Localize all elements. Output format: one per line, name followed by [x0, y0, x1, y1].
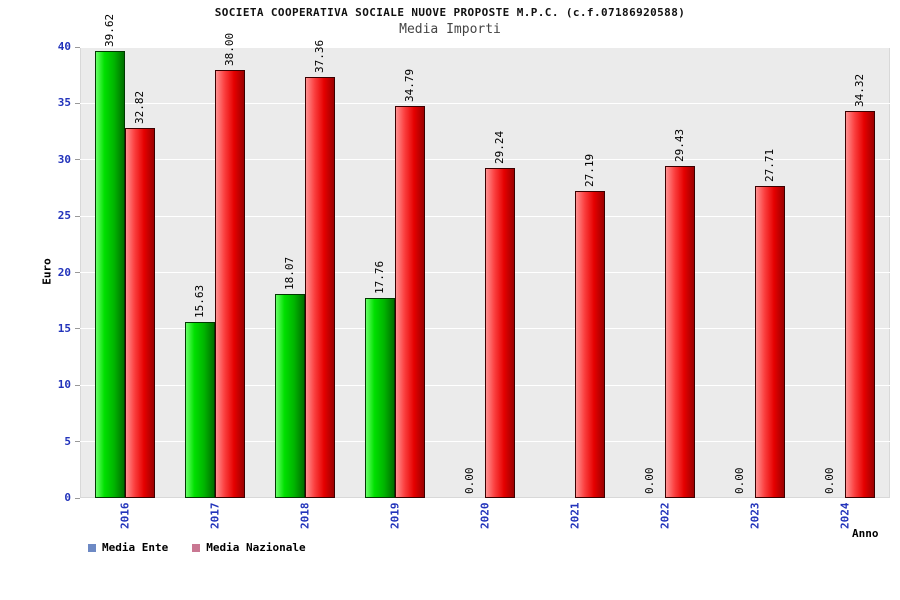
legend-swatch: [192, 543, 201, 552]
bar-media-ente-2017: [185, 321, 215, 498]
x-axis-title: Anno: [852, 527, 879, 540]
bar-media-ente-2018: [275, 294, 305, 498]
bar-value-label-media-nazionale-2020: 29.24: [493, 131, 506, 165]
bar-media-nazionale-2017: [215, 69, 245, 498]
legend-label: Media Nazionale: [206, 541, 306, 554]
legend: Media Ente Media Nazionale: [88, 541, 306, 554]
y-tick-label: 15: [57, 321, 71, 335]
x-tick-label-2021: 2021: [568, 502, 582, 530]
chart-title: SOCIETA COOPERATIVA SOCIALE NUOVE PROPOS…: [214, 6, 686, 19]
gridline: [80, 102, 890, 104]
bar-value-label-media-ente-2016: 39.62: [103, 14, 116, 48]
y-tick-mark: [75, 215, 80, 217]
bar-value-label-media-nazionale-2018: 37.36: [313, 39, 326, 73]
y-tick-label: 10: [57, 378, 71, 392]
bar-media-nazionale-2024: [845, 111, 875, 498]
x-tick-label-2023: 2023: [748, 502, 762, 530]
bar-value-label-media-ente-2024: 0.00: [823, 467, 836, 495]
y-tick-mark: [75, 102, 80, 104]
x-tick-label-2020: 2020: [478, 502, 492, 530]
y-tick-mark: [75, 46, 80, 48]
x-tick-label-2024: 2024: [838, 502, 852, 530]
y-tick-label: 0: [64, 491, 71, 504]
y-tick-label: 25: [57, 209, 71, 223]
bar-value-label-media-nazionale-2021: 27.19: [583, 154, 596, 188]
y-tick-mark: [75, 328, 80, 330]
bar-media-nazionale-2021: [575, 191, 605, 498]
legend-item-media-nazionale: Media Nazionale: [192, 541, 306, 554]
bar-media-nazionale-2019: [395, 105, 425, 498]
bar-media-ente-2016: [95, 51, 125, 498]
bar-media-nazionale-2020: [485, 168, 515, 498]
bar-media-nazionale-2023: [755, 185, 785, 498]
y-tick-mark: [75, 159, 80, 161]
y-tick-mark: [75, 441, 80, 443]
bar-value-label-media-nazionale-2019: 34.79: [403, 68, 416, 102]
y-axis-title: Euro: [40, 258, 54, 285]
legend-swatch: [88, 543, 96, 552]
bar-value-label-media-ente-2017: 15.63: [193, 284, 206, 318]
gridline: [80, 159, 890, 161]
bar-media-nazionale-2016: [125, 127, 155, 498]
bar-media-nazionale-2018: [305, 76, 335, 498]
legend-label: Media Ente: [102, 541, 169, 554]
bar-value-label-media-ente-2023: 0.00: [733, 467, 746, 495]
bar-media-nazionale-2022: [665, 166, 695, 498]
y-tick-mark: [75, 384, 80, 386]
x-tick-label-2019: 2019: [388, 502, 402, 530]
x-tick-label-2022: 2022: [658, 502, 672, 530]
bar-value-label-media-nazionale-2024: 34.32: [853, 73, 866, 108]
bar-value-label-media-ente-2018: 18.07: [283, 257, 296, 291]
bar-value-label-media-nazionale-2016: 32.82: [133, 90, 146, 124]
y-tick-label: 35: [57, 96, 71, 110]
chart-subtitle: Media Importi: [399, 22, 501, 37]
bar-value-label-media-nazionale-2017: 38.00: [223, 32, 236, 66]
bar-media-ente-2019: [365, 297, 395, 498]
bar-value-label-media-nazionale-2022: 29.43: [673, 129, 686, 163]
bar-value-label-media-ente-2022: 0.00: [643, 467, 656, 495]
gridline: [80, 46, 890, 48]
bar-value-label-media-ente-2020: 0.00: [463, 467, 476, 495]
legend-item-media-ente: Media Ente: [88, 541, 168, 554]
y-tick-label: 20: [57, 265, 71, 279]
y-tick-label: 5: [64, 434, 71, 448]
y-tick-label: 40: [57, 40, 71, 53]
bar-value-label-media-nazionale-2023: 27.71: [763, 148, 776, 182]
y-tick-mark: [75, 272, 80, 273]
bar-value-label-media-ente-2019: 17.76: [373, 260, 386, 294]
y-tick-label: 30: [57, 152, 71, 166]
y-tick-mark: [75, 497, 80, 499]
